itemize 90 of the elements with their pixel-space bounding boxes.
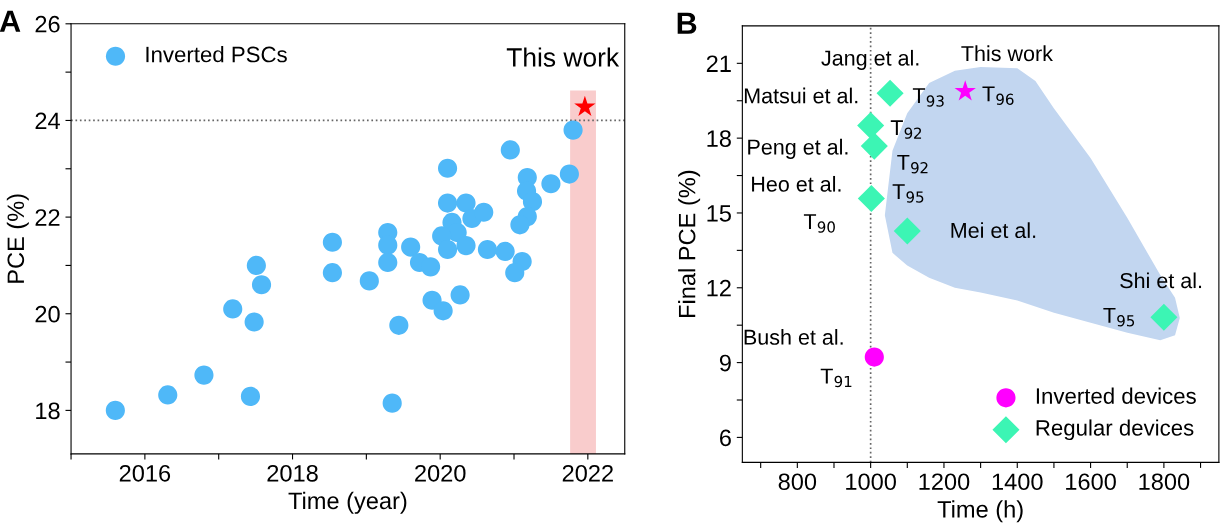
x-tick-label: 1600 [1066, 473, 1116, 491]
point [574, 95, 596, 116]
annotation: Mei et al. [951, 222, 1036, 239]
annotation: This work [961, 45, 1053, 62]
annotation: Jang et al. [821, 49, 919, 70]
annotation: This work [506, 47, 620, 67]
y-tick-label: 6 [720, 429, 731, 447]
legend-label: Inverted PSCs [146, 46, 287, 63]
text: B [677, 12, 697, 34]
point [322, 232, 342, 252]
point [450, 285, 470, 305]
x-axis-title: Time (year) [288, 491, 407, 514]
annotation: T$_{93}$ [912, 88, 944, 107]
point [864, 347, 884, 367]
annotation: Matsui et al. [744, 87, 858, 104]
legend-label: Regular devices [1036, 419, 1194, 441]
y-tick-label: 20 [35, 305, 60, 323]
point [401, 237, 421, 257]
x-tick-label: 2018 [267, 464, 318, 482]
point [437, 239, 458, 260]
y-tick-label: 21 [706, 55, 731, 72]
point [389, 315, 409, 335]
point [421, 257, 441, 277]
x-tick-label: 2022 [562, 464, 613, 482]
y-axis-title: Final PCE (%) [678, 170, 701, 317]
point [500, 140, 520, 160]
point [495, 241, 515, 261]
annotation: T$_{90}$ [803, 214, 835, 233]
point [378, 252, 398, 273]
x-tick-label: 1800 [1139, 473, 1190, 491]
y-tick-label: 15 [707, 205, 731, 222]
annotation: T$_{92}$ [897, 154, 928, 174]
annotation: Shi et al. [1120, 272, 1202, 289]
point [456, 236, 476, 256]
point [860, 132, 888, 160]
point [105, 400, 125, 420]
y-tick-label: 22 [35, 209, 60, 226]
annotation: T$_{95}$ [1103, 307, 1135, 327]
annotation: Bush et al. [744, 329, 843, 345]
point [477, 239, 497, 260]
point [223, 299, 243, 319]
point [563, 120, 583, 140]
point [893, 217, 921, 245]
text: A [0, 10, 21, 32]
point [1150, 303, 1178, 331]
point [510, 215, 530, 235]
x-axis-title: Time (h) [937, 500, 1023, 523]
legend-label: Inverted devices [1036, 387, 1196, 404]
point [474, 202, 494, 222]
point [251, 275, 272, 295]
x-tick-label: 2016 [119, 464, 171, 482]
annotation: T$_{91}$ [820, 368, 852, 388]
y-tick-label: 26 [35, 15, 60, 33]
y-axis-title: PCE (%) [6, 194, 29, 283]
point [857, 111, 885, 139]
point [322, 263, 342, 283]
point [437, 193, 458, 213]
point [522, 192, 543, 212]
point [359, 271, 379, 291]
point [857, 184, 885, 213]
annotation: T$_{96}$ [982, 86, 1014, 105]
point [456, 193, 476, 213]
annotation: Heo et al. [752, 175, 841, 192]
point [433, 301, 453, 321]
point [541, 174, 561, 194]
point [244, 312, 264, 332]
x-tick-label: 1400 [992, 473, 1043, 491]
annotation: T$_{92}$ [890, 120, 922, 139]
point [240, 386, 261, 406]
annotation: Peng et al. [748, 138, 848, 159]
point [158, 385, 178, 405]
point [876, 79, 904, 107]
y-tick-label: 9 [719, 354, 731, 372]
point [246, 255, 266, 275]
y-tick-label: 18 [36, 402, 60, 420]
point [559, 164, 579, 184]
point [954, 80, 976, 101]
y-tick-label: 12 [707, 279, 731, 297]
point [194, 365, 214, 385]
point [505, 263, 525, 283]
x-tick-label: 2020 [415, 464, 466, 482]
x-tick-label: 1200 [919, 473, 970, 491]
y-tick-label: 18 [707, 130, 731, 147]
y-tick-label: 24 [35, 112, 60, 130]
point [378, 235, 398, 255]
annotation: T$_{95}$ [892, 184, 924, 203]
x-tick-label: 1000 [846, 473, 896, 491]
point [382, 393, 402, 413]
x-tick-label: 800 [778, 473, 817, 491]
point [437, 158, 458, 178]
